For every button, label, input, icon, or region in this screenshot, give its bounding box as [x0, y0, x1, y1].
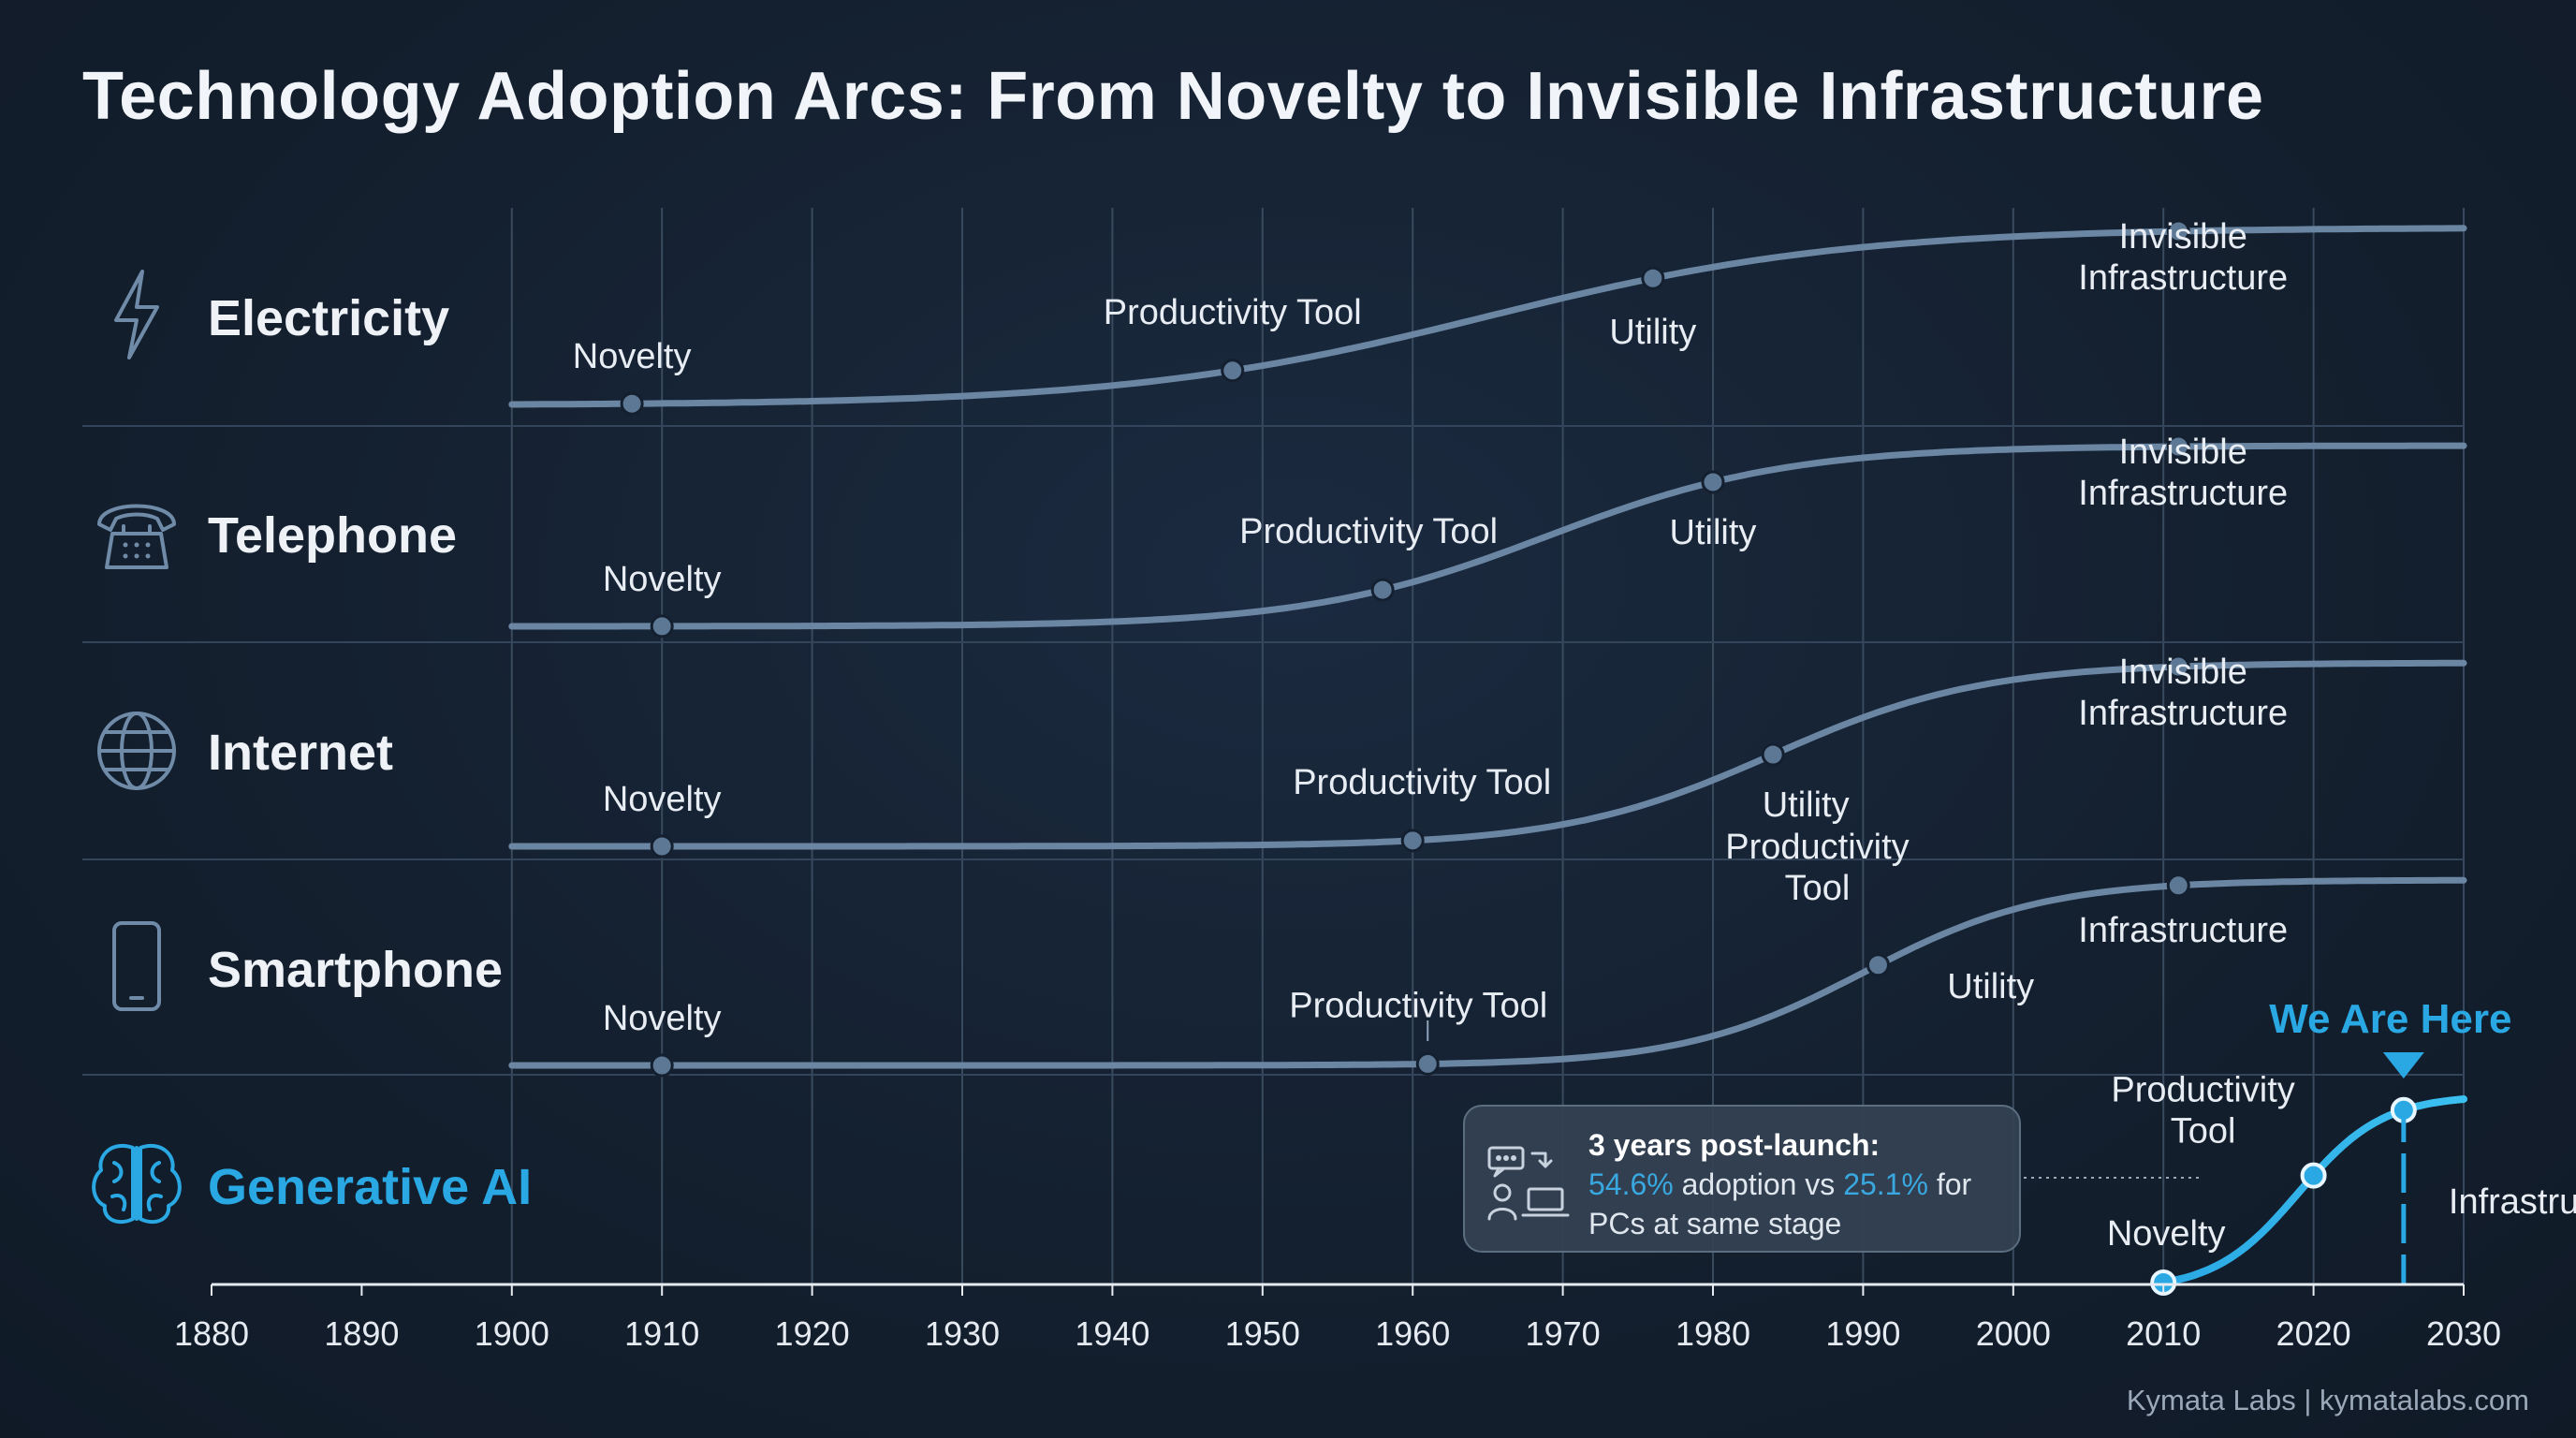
adoption-callout: 3 years post-launch: 54.6% adoption vs 2…	[1463, 1105, 2021, 1253]
series-line-telephone	[508, 442, 2467, 630]
point-label-smartphone-3: Utility	[1947, 967, 2034, 1006]
series-line-smartphone	[508, 876, 2467, 1069]
x-tick-label-2000: 2000	[1976, 1314, 2051, 1353]
point-label-telephone-3: Invisible Infrastructure	[2078, 433, 2288, 513]
callout-line-3: PCs at same stage	[1588, 1207, 1842, 1240]
series-name-generative-ai: Generative AI	[208, 1159, 532, 1215]
series-name-telephone: Telephone	[208, 507, 457, 564]
x-tick-label-2030: 2030	[2426, 1314, 2501, 1353]
row-icons	[92, 270, 182, 1225]
point-electricity-0	[620, 391, 644, 416]
point-electricity-1	[1221, 359, 1245, 383]
point-label-telephone-0: Novelty	[603, 560, 722, 599]
point-smartphone-0	[650, 1053, 674, 1078]
callout-line-2: 54.6% adoption vs 25.1% for	[1588, 1165, 1971, 1204]
point-label-electricity-3: Invisible Infrastructure	[2078, 217, 2288, 298]
x-tick-label-1980: 1980	[1676, 1314, 1750, 1353]
series-name-smartphone: Smartphone	[208, 942, 503, 998]
point-telephone-1	[1370, 578, 1395, 602]
series-name-electricity: Electricity	[208, 290, 449, 346]
row-dividers	[82, 425, 2464, 1076]
x-tick-label-1900: 1900	[475, 1314, 549, 1353]
point-internet-2	[1761, 742, 1785, 767]
x-tick-label-1880: 1880	[174, 1314, 249, 1353]
point-telephone-0	[650, 614, 674, 638]
series-line-electricity	[508, 225, 2467, 408]
we-are-here-label: We Are Here	[2269, 996, 2511, 1042]
point-electricity-3	[2166, 219, 2190, 243]
point-label-electricity-0: Novelty	[573, 337, 692, 376]
point-label-generative-ai-2: Infrastructure	[2449, 1182, 2576, 1222]
grid	[510, 208, 2465, 1284]
x-tick-label-1940: 1940	[1075, 1314, 1149, 1353]
globe-icon	[97, 712, 176, 790]
x-tick-label-1950: 1950	[1225, 1314, 1300, 1353]
x-tick-label-1970: 1970	[1526, 1314, 1601, 1353]
x-tick-label-1910: 1910	[624, 1314, 699, 1353]
point-label-generative-ai-0: Novelty	[2107, 1214, 2226, 1254]
we-are-here-marker	[2382, 1052, 2424, 1078]
point-smartphone-2	[1866, 953, 1890, 977]
row-names: Electricity Telephone Internet Smartphone Ge…	[208, 290, 532, 1215]
point-label-telephone-1: Productivity Tool	[1239, 512, 1498, 551]
smartphone-icon	[112, 921, 161, 1011]
point-label-electricity-2: Utility	[1609, 313, 1696, 352]
point-label-internet-1: Productivity Tool	[1293, 763, 1551, 802]
point-internet-1	[1400, 829, 1425, 853]
point-label-smartphone-4: Infrastructure	[2078, 911, 2288, 950]
callout-heading: 3 years post-launch:	[1588, 1128, 1881, 1162]
people-laptop-chat-icon	[1487, 1146, 1570, 1221]
point-label-generative-ai-1: Productivity Tool	[2111, 1071, 2294, 1152]
point-internet-0	[650, 834, 674, 858]
point-generative-ai-1	[2300, 1162, 2327, 1189]
point-label-internet-3: Invisible Infrastructure	[2078, 653, 2288, 733]
x-tick-label-1930: 1930	[925, 1314, 1000, 1353]
point-label-smartphone-2: Productivity Tool	[1725, 828, 1909, 908]
point-label-internet-0: Novelty	[603, 780, 722, 819]
point-smartphone-1	[1415, 1051, 1440, 1076]
telephone-icon	[97, 504, 176, 569]
point-telephone-2	[1701, 470, 1725, 494]
brain-icon	[92, 1144, 182, 1225]
x-tick-label-2010: 2010	[2126, 1314, 2201, 1353]
point-label-smartphone-0: Novelty	[603, 999, 722, 1038]
point-internet-3	[2166, 654, 2190, 679]
callout-genai-value: 54.6%	[1588, 1167, 1674, 1201]
x-tick-label-1890: 1890	[324, 1314, 399, 1353]
footer-credit: Kymata Labs | kymatalabs.com	[2126, 1384, 2529, 1416]
x-tick-label-1920: 1920	[775, 1314, 850, 1353]
point-telephone-3	[2166, 434, 2190, 459]
callout-mid-text: adoption vs	[1673, 1167, 1844, 1201]
callout-end-text: for	[1927, 1167, 1972, 1201]
x-tick-label-2020: 2020	[2276, 1314, 2351, 1353]
series-line-internet	[508, 659, 2467, 850]
point-label-electricity-1: Productivity Tool	[1104, 293, 1362, 332]
point-label-telephone-2: Utility	[1670, 513, 1757, 552]
lightning-bolt-icon	[114, 270, 159, 360]
chart-title: Technology Adoption Arcs: From Novelty t…	[82, 59, 2264, 134]
x-tick-label-1960: 1960	[1375, 1314, 1450, 1353]
point-label-smartphone-1: Productivity Tool	[1289, 986, 1547, 1025]
series-name-internet: Internet	[208, 725, 393, 781]
x-tick-label-1990: 1990	[1825, 1314, 1900, 1353]
curves: Novelty Productivity Tool Utility Invisible…	[508, 217, 2576, 1296]
x-axis: 1880 1890 1900 1910 1920 1930 1940 1950 1960 1970…	[174, 1283, 2501, 1353]
point-electricity-2	[1641, 266, 1665, 290]
point-label-internet-2: Utility	[1763, 785, 1850, 825]
callout-pc-value: 25.1%	[1843, 1167, 1928, 1201]
point-smartphone-4	[2166, 873, 2190, 898]
